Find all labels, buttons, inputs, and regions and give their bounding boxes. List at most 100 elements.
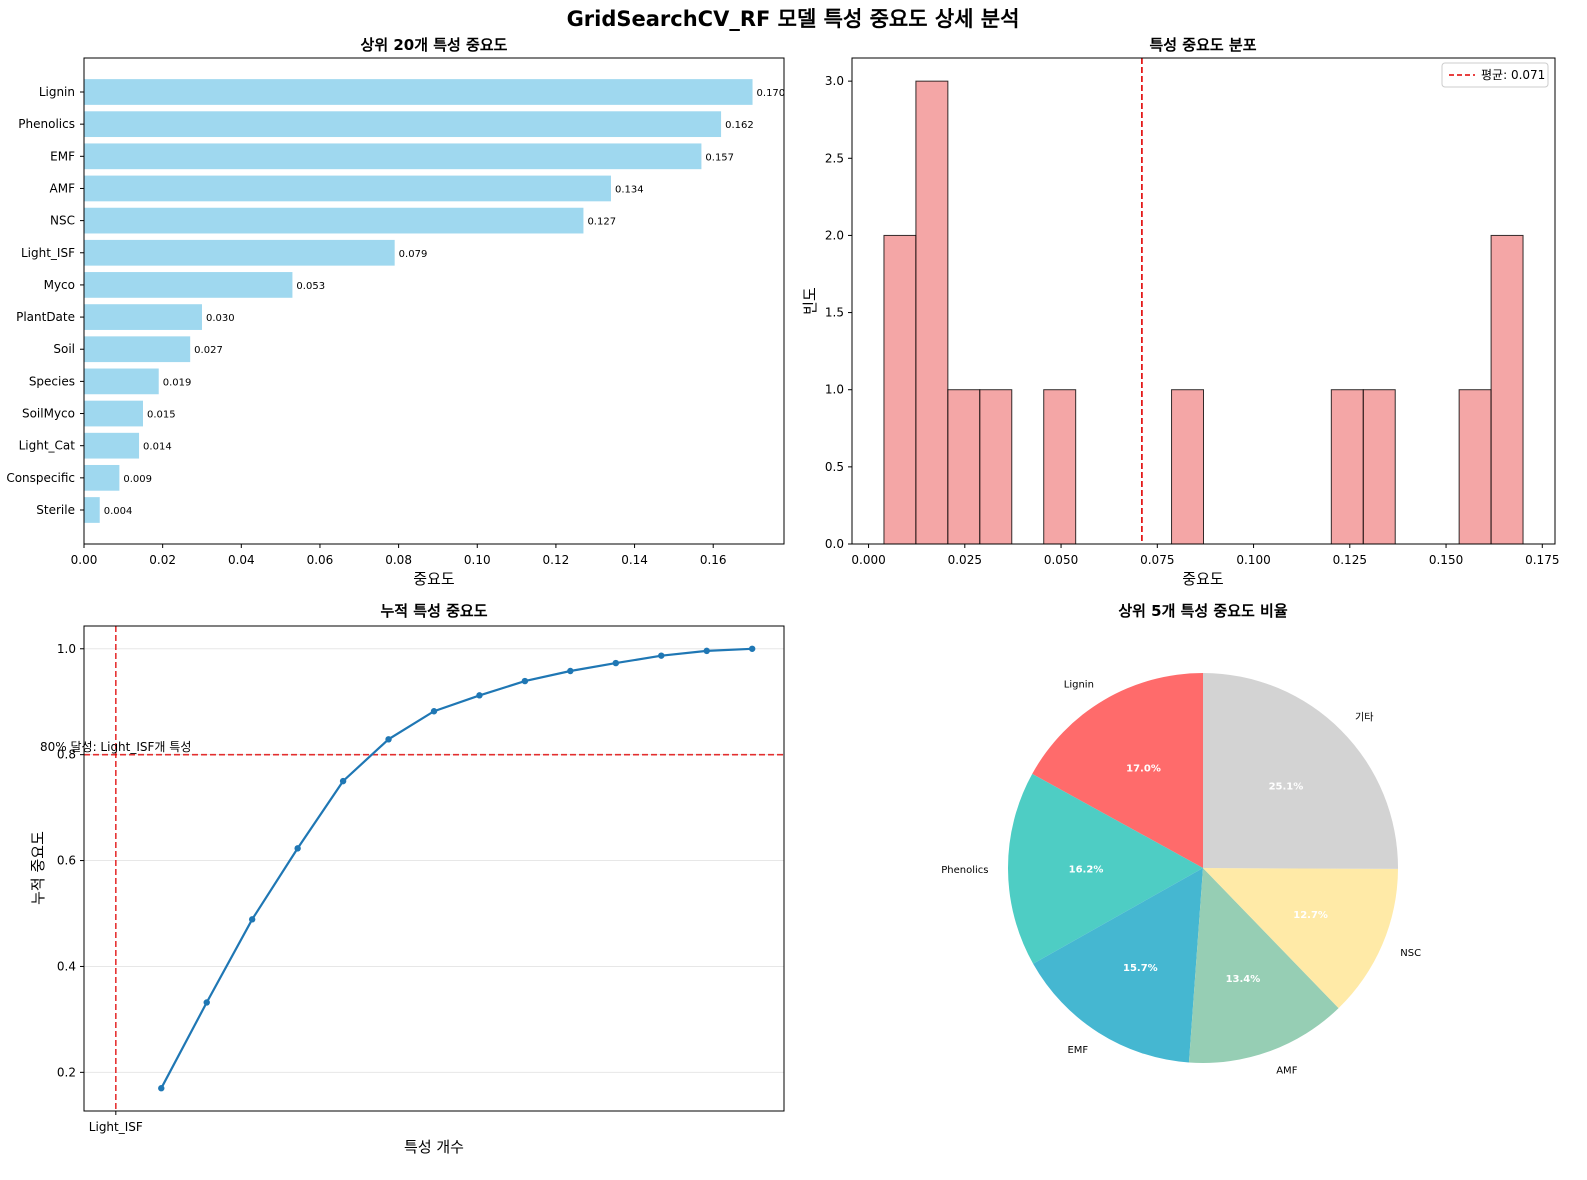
x-tick-label: 0.10	[464, 553, 491, 567]
bar	[84, 143, 702, 170]
cumulative-point	[294, 845, 301, 852]
bar	[84, 111, 722, 138]
y-tick-label: Soil	[53, 342, 75, 356]
histogram-ylabel: 빈도	[801, 287, 819, 315]
pie-slice	[1032, 673, 1203, 868]
legend-mean-label: 평균: 0.071	[1481, 68, 1545, 82]
pie-label: AMF	[1276, 1066, 1297, 1077]
histogram-legend: 평균: 0.071	[1441, 62, 1549, 88]
x-tick-label: 0.100	[1236, 553, 1270, 567]
x-tick-label: 0.12	[543, 553, 570, 567]
x-tick-label: 0.125	[1333, 553, 1367, 567]
x-tick-label: 0.00	[71, 553, 98, 567]
y-tick-label: 3.0	[825, 74, 844, 88]
cumulative-point	[158, 1085, 165, 1092]
pie-pct-label: 17.0%	[1126, 763, 1161, 774]
pie-slice	[1203, 868, 1398, 1009]
pie-slice	[1188, 868, 1339, 1063]
cumulative-point	[658, 652, 665, 659]
pie-pct-label: 16.2%	[1069, 865, 1104, 876]
histogram-bar	[1171, 389, 1204, 545]
pie-panel: 상위 5개 특성 중요도 비율 Lignin 17.0% Phenolics 16.2…	[941, 602, 1421, 1077]
y-tick-label: 1.5	[825, 306, 844, 320]
bar-value-label: 0.127	[587, 217, 616, 228]
pie-slice	[1033, 868, 1203, 1063]
histogram-marks: 0.000 0.025 0.050 0.075 0.100 0.125 0.150 0.175…	[825, 58, 1559, 567]
cumulative-marks: 0.2 0.4 0.6 0.8 1.0 Light_ISF	[57, 626, 784, 1134]
histogram-bar	[915, 80, 949, 545]
bar-value-label: 0.053	[296, 281, 325, 292]
cumulative-point	[430, 708, 438, 715]
bar-value-label: 0.079	[399, 249, 428, 260]
histogram-bar	[883, 234, 917, 545]
bar-chart-xlabel: 중요도	[413, 570, 455, 588]
y-tick-label: 0.0	[825, 537, 844, 551]
y-tick-label: NSC	[50, 214, 75, 228]
pie-title: 상위 5개 특성 중요도 비율	[1118, 602, 1288, 620]
bar	[84, 175, 611, 202]
cumulative-point	[339, 777, 347, 785]
bar-value-label: 0.162	[725, 120, 754, 131]
y-tick-label: 0.4	[57, 959, 76, 973]
cumulative-xlabel: 특성 개수	[404, 1138, 464, 1156]
bar	[84, 368, 159, 395]
x-tick-label: Light_ISF	[89, 1120, 143, 1134]
bar-value-label: 0.015	[147, 410, 176, 421]
pie-label: EMF	[1067, 1045, 1088, 1056]
bar-value-label: 0.157	[705, 152, 734, 163]
x-tick-label: 0.06	[307, 553, 334, 567]
x-tick-label: 0.08	[385, 553, 412, 567]
bar-value-label: 0.019	[163, 377, 192, 388]
y-tick-label: PlantDate	[16, 310, 75, 324]
cumulative-point	[476, 692, 483, 699]
y-tick-label: Species	[29, 374, 75, 388]
cumulative-point	[385, 736, 392, 743]
y-tick-label: 2.0	[825, 228, 844, 242]
pie-pct-label: 25.1%	[1269, 781, 1304, 792]
pie-pct-label: 13.4%	[1226, 974, 1261, 985]
cumulative-point	[203, 999, 210, 1006]
histogram-bar	[1043, 389, 1077, 545]
cumulative-point	[703, 647, 710, 655]
figure-title: GridSearchCV_RF 모델 특성 중요도 상세 분석	[567, 7, 1020, 31]
pie-label: Lignin	[1064, 679, 1094, 690]
histogram-bar	[979, 389, 1013, 545]
pie-label: Phenolics	[941, 865, 988, 876]
cumulative-point	[521, 677, 529, 685]
histogram-bar	[1490, 234, 1524, 545]
pie-pct-label: 15.7%	[1123, 963, 1158, 974]
pie-marks: Lignin 17.0% Phenolics 16.2% EMF 15.7% AMF 13.4…	[941, 673, 1421, 1077]
y-tick-label: AMF	[50, 181, 76, 195]
y-tick-label: 0.5	[825, 460, 844, 474]
x-tick-label: 0.02	[149, 553, 176, 567]
y-tick-label: Light_ISF	[21, 246, 75, 260]
cumulative-panel: 누적 특성 중요도 0.2 0.4 0.6 0.8 1.0 Light_ISF 80% 달…	[29, 602, 785, 1156]
y-tick-label: 2.5	[825, 151, 844, 165]
cumulative-frame	[83, 625, 785, 1112]
bar	[84, 432, 140, 459]
x-tick-label: 0.175	[1525, 553, 1559, 567]
bar	[84, 272, 293, 298]
bar-chart-marks: 0.170 Lignin 0.162 Phenolics 0.157 EMF 0.134 AM…	[6, 79, 785, 567]
histogram-bar	[1330, 389, 1364, 545]
bar-value-label: 0.004	[104, 506, 133, 517]
cumulative-title: 누적 특성 중요도	[380, 602, 487, 620]
histogram-bar	[1458, 389, 1492, 545]
bar-value-label: 0.134	[615, 184, 644, 195]
pie-pct-label: 12.7%	[1293, 910, 1328, 921]
x-tick-label: 0.075	[1140, 553, 1174, 567]
x-tick-label: 0.14	[621, 553, 648, 567]
y-tick-label: 0.8	[57, 748, 76, 762]
cumulative-point	[612, 659, 620, 667]
bar	[84, 336, 191, 363]
bar-value-label: 0.009	[123, 474, 152, 485]
bar-chart-panel: 상위 20개 특성 중요도 0.170Lignin0.162Phenolics0…	[6, 36, 785, 588]
y-tick-label: SoilMyco	[22, 407, 75, 421]
pie-slice	[1007, 773, 1203, 964]
y-tick-label: Sterile	[36, 503, 75, 517]
bar	[84, 304, 202, 330]
bar-value-label: 0.030	[206, 313, 235, 324]
bar-value-label: 0.014	[143, 442, 172, 453]
bar	[84, 400, 143, 427]
